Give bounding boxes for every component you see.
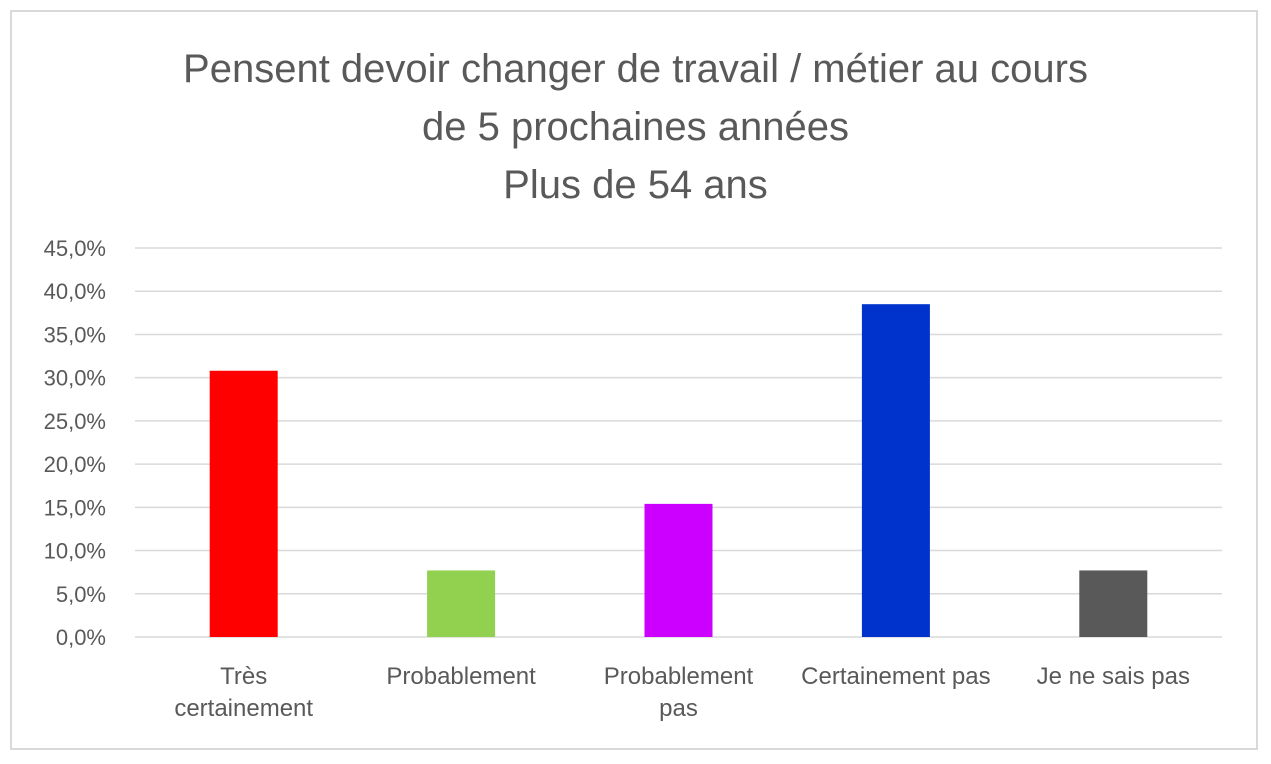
chart-title-line-1: Pensent devoir changer de travail / méti… xyxy=(183,47,1088,91)
y-tick-label: 30,0% xyxy=(44,366,106,391)
x-tick-label: pas xyxy=(659,695,698,722)
y-tick-label: 40,0% xyxy=(44,279,106,304)
x-tick-label: Certainement pas xyxy=(801,663,990,690)
y-tick-label: 10,0% xyxy=(44,539,106,564)
x-tick-label: Je ne sais pas xyxy=(1037,663,1190,690)
x-tick-label: Probablement xyxy=(386,663,536,690)
x-tick-label: Probablement xyxy=(604,663,754,690)
chart-title: Pensent devoir changer de travail / méti… xyxy=(0,40,1271,214)
x-tick-label: certainement xyxy=(174,695,313,722)
x-tick-label: Très xyxy=(220,663,267,690)
bar xyxy=(1079,570,1148,637)
y-tick-label: 35,0% xyxy=(44,322,106,347)
chart-title-line-2: de 5 prochaines années xyxy=(422,105,849,149)
y-tick-label: 5,0% xyxy=(56,582,106,607)
y-tick-label: 20,0% xyxy=(44,452,106,477)
bar xyxy=(861,304,930,637)
chart-title-line-3: Plus de 54 ans xyxy=(503,163,768,207)
y-tick-label: 25,0% xyxy=(44,409,106,434)
y-tick-label: 0,0% xyxy=(56,625,106,650)
bar xyxy=(209,370,278,637)
bar xyxy=(427,570,496,637)
y-tick-label: 45,0% xyxy=(44,236,106,261)
bar xyxy=(644,503,713,637)
y-tick-label: 15,0% xyxy=(44,495,106,520)
